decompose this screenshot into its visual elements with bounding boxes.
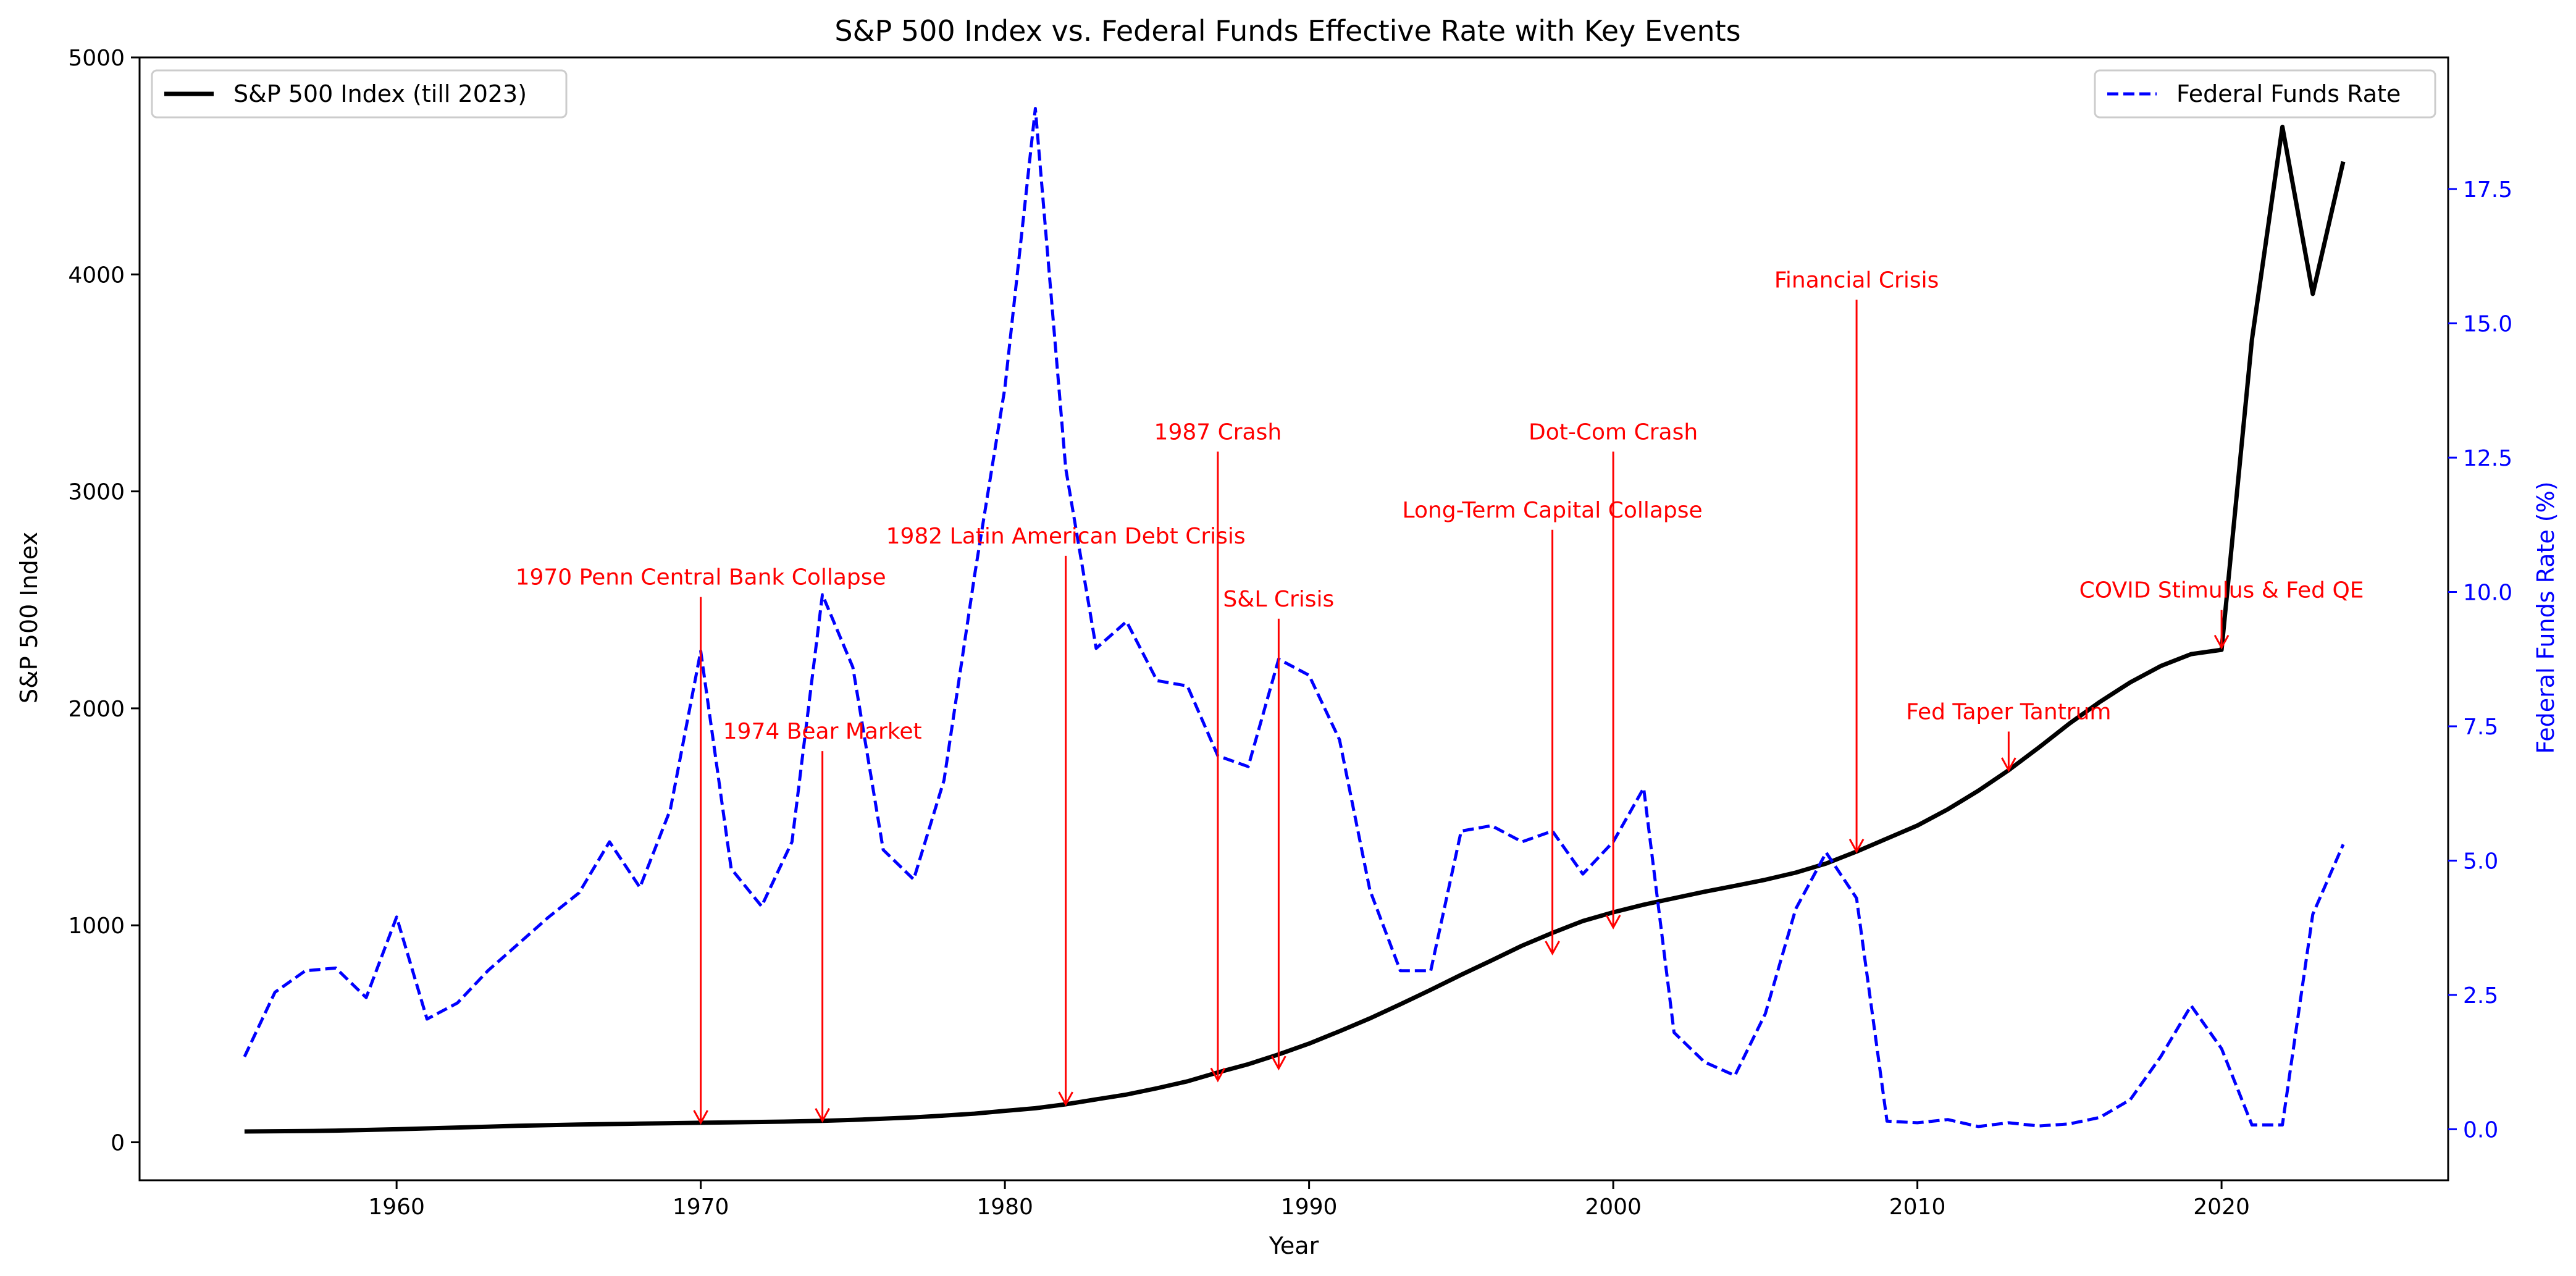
y-right-tick-label: 17.5 [2463, 177, 2512, 203]
event-label: 1974 Bear Market [723, 719, 922, 744]
legend-left-label: S&P 500 Index (till 2023) [233, 80, 527, 107]
event-label: COVID Stimulus & Fed QE [2079, 578, 2364, 603]
y-right-tick-label: 2.5 [2463, 983, 2498, 1009]
event-arrowhead [693, 1110, 708, 1125]
y-left-tick-label: 1000 [68, 913, 125, 939]
y-right-tick-label: 5.0 [2463, 849, 2498, 874]
legend-left-box [151, 69, 568, 119]
x-tick-label: 1980 [976, 1194, 1033, 1220]
plot-area [243, 107, 2346, 1134]
event-arrowhead [815, 1108, 830, 1123]
legend-right: Federal Funds Rate [2094, 69, 2436, 119]
x-axis-label: Year [1269, 1232, 1319, 1259]
y-axis-left-label: S&P 500 Index [15, 532, 43, 703]
legend-right-label: Federal Funds Rate [2176, 80, 2401, 107]
fed-funds-series [243, 107, 2345, 1128]
event-label: Financial Crisis [1774, 267, 1939, 293]
y-left-tick-label: 2000 [68, 697, 125, 722]
chart-title: S&P 500 Index vs. Federal Funds Effectiv… [834, 14, 1740, 48]
plot-frame [138, 56, 2449, 1182]
fed-funds-line [243, 107, 2345, 1128]
y-left-tick-label: 5000 [68, 46, 125, 71]
legend-right-box [2094, 69, 2436, 119]
event-arrowhead [1848, 839, 1865, 854]
y-left-tick-label: 0 [111, 1131, 125, 1156]
y-axis-right-label: Federal Funds Rate (%) [2532, 481, 2559, 753]
event-label: 1982 Latin American Debt Crisis [886, 524, 1246, 549]
event-arrowhead [1545, 941, 1560, 955]
y-axis-right-ticks: 0.0 2.5 5.0 7.5 10.0 12.5 15.0 17.5 [2448, 177, 2512, 1143]
event-label: 1987 Crash [1154, 419, 1282, 445]
event-arrowhead [1210, 1067, 1226, 1083]
x-tick-label: 2010 [1889, 1194, 1946, 1220]
y-right-tick-label: 7.5 [2463, 715, 2498, 740]
y-left-tick-label: 3000 [68, 480, 125, 505]
event-arrowhead [2213, 634, 2230, 650]
x-tick-label: 2020 [2193, 1194, 2250, 1220]
y-right-tick-label: 12.5 [2463, 446, 2512, 471]
y-right-tick-label: 15.0 [2463, 312, 2512, 337]
legend-left: S&P 500 Index (till 2023) [151, 69, 568, 119]
event-label: Dot-Com Crash [1529, 419, 1698, 445]
event-annotations: 1970 Penn Central Bank Collapse 1974 Bear… [516, 267, 2364, 1125]
x-tick-label: 1960 [368, 1194, 425, 1220]
x-tick-label: 2000 [1585, 1194, 1642, 1220]
event-arrowhead [1058, 1091, 1073, 1107]
x-tick-label: 1970 [673, 1194, 729, 1220]
event-label: S&L Crisis [1223, 587, 1334, 612]
event-label: Long-Term Capital Collapse [1403, 498, 1703, 523]
y-right-tick-label: 10.0 [2463, 581, 2512, 606]
event-arrowhead [2001, 757, 2016, 773]
event-label: Fed Taper Tantrum [1906, 699, 2111, 724]
y-right-tick-label: 0.0 [2463, 1117, 2498, 1143]
sp500-series [244, 124, 2346, 1134]
event-arrowhead [1271, 1056, 1286, 1071]
x-axis-ticks: 1960 1970 1980 1990 2000 2010 2020 [368, 1180, 2250, 1220]
event-arrowhead [1605, 915, 1621, 930]
y-axis-left-ticks: 0 1000 2000 3000 4000 5000 [68, 46, 140, 1156]
event-label: 1970 Penn Central Bank Collapse [516, 565, 886, 590]
x-tick-label: 1990 [1281, 1194, 1338, 1220]
y-left-tick-label: 4000 [68, 262, 125, 288]
sp500-line [244, 124, 2346, 1134]
